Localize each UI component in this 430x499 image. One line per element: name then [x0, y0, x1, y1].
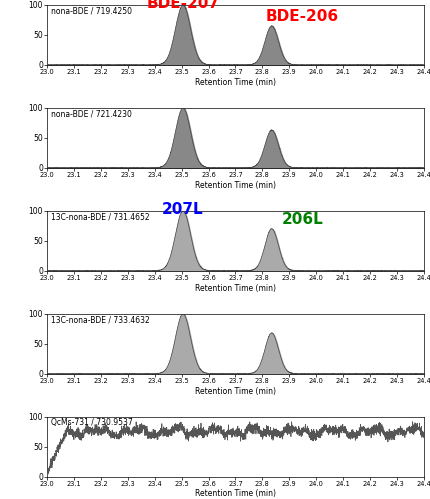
Text: nona-BDE / 721.4230: nona-BDE / 721.4230 — [51, 110, 132, 119]
Text: QcMs-731 / 730.9537: QcMs-731 / 730.9537 — [51, 419, 133, 428]
X-axis label: Retention Time (min): Retention Time (min) — [195, 181, 276, 190]
Text: nona-BDE / 719.4250: nona-BDE / 719.4250 — [51, 7, 132, 16]
X-axis label: Retention Time (min): Retention Time (min) — [195, 490, 276, 499]
Text: BDE-206: BDE-206 — [266, 9, 339, 24]
X-axis label: Retention Time (min): Retention Time (min) — [195, 283, 276, 292]
Text: 206L: 206L — [282, 212, 323, 227]
Text: 207L: 207L — [162, 202, 204, 217]
Text: BDE-207: BDE-207 — [147, 0, 220, 11]
Text: 13C-nona-BDE / 731.4652: 13C-nona-BDE / 731.4652 — [51, 213, 150, 222]
X-axis label: Retention Time (min): Retention Time (min) — [195, 78, 276, 87]
X-axis label: Retention Time (min): Retention Time (min) — [195, 387, 276, 396]
Text: 13C-nona-BDE / 733.4632: 13C-nona-BDE / 733.4632 — [51, 315, 150, 324]
